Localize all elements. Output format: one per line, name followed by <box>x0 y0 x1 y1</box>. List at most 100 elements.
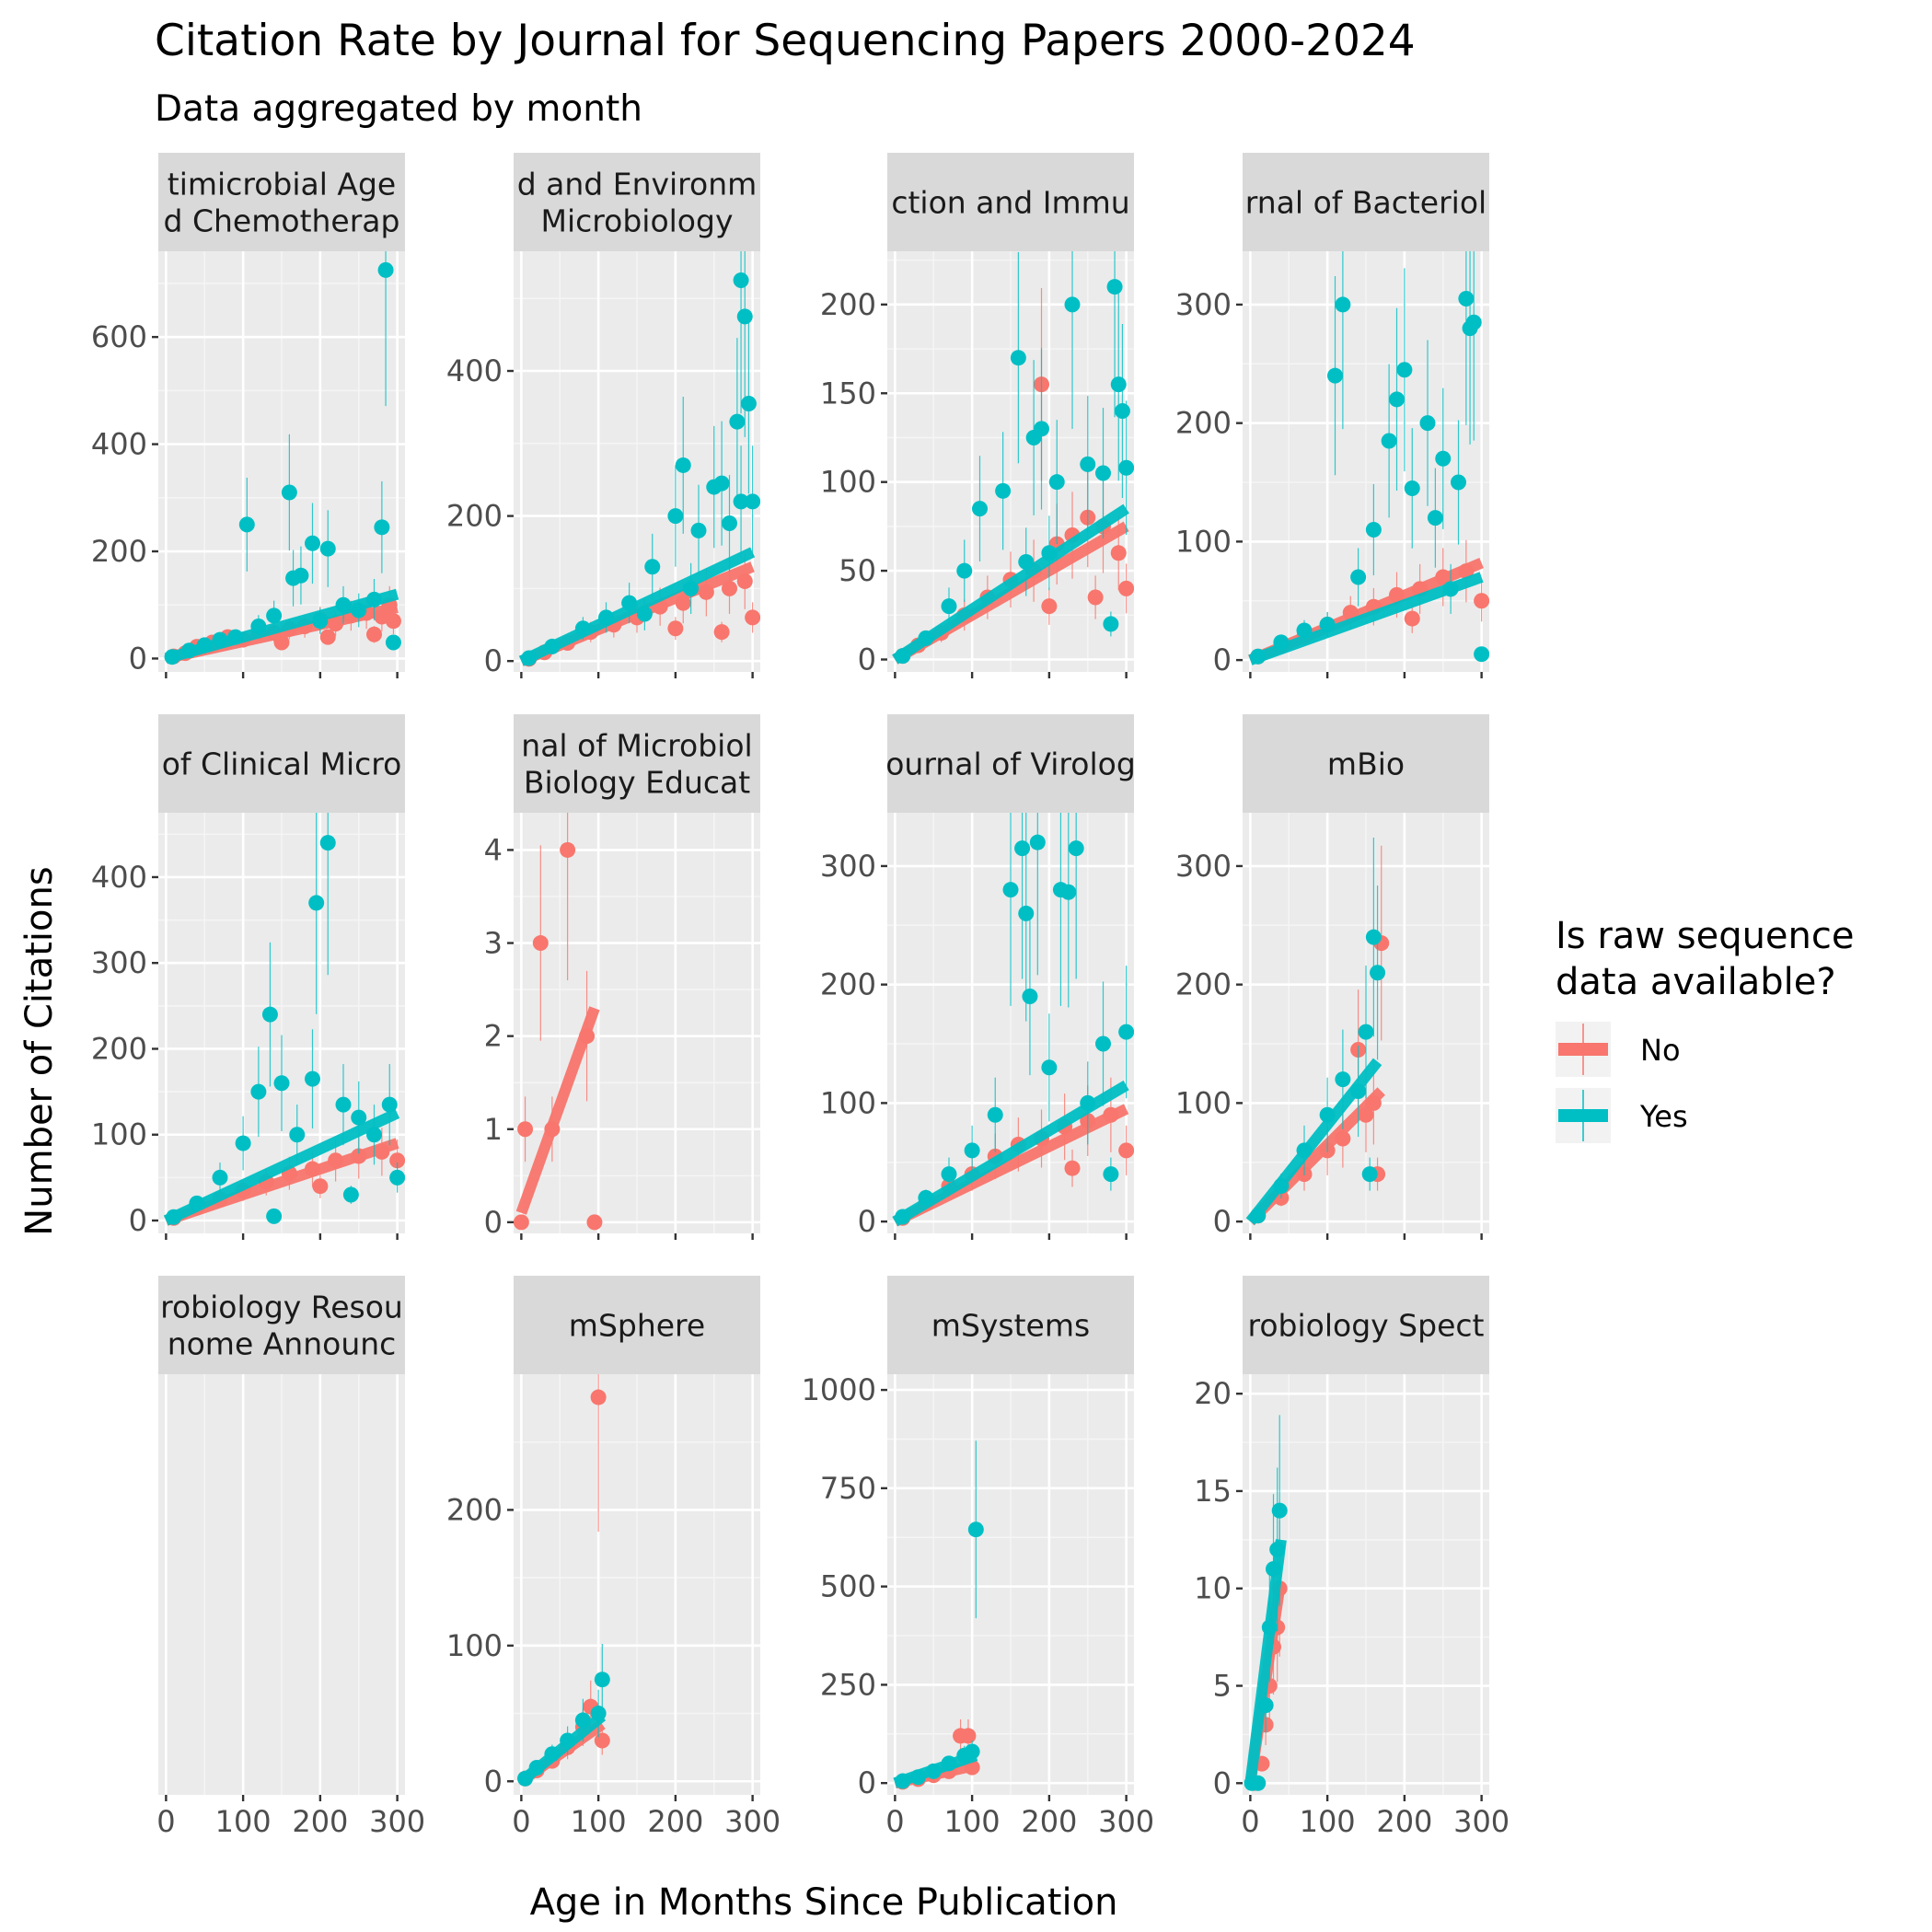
point-6-no-2 <box>517 1121 534 1138</box>
point-3-yes-19 <box>1041 545 1058 561</box>
y-tick-label-10-1: 0 <box>484 1764 503 1799</box>
point-5-no-7 <box>305 1161 320 1177</box>
point-2-no-11 <box>736 573 753 590</box>
y-tick-label-4-2: 100 <box>1175 524 1232 559</box>
point-1-yes-1 <box>164 649 180 665</box>
point-4-yes-14 <box>1435 450 1452 467</box>
point-3-yes-15 <box>1106 279 1123 295</box>
x-tick-label-9-2: 100 <box>215 1804 272 1839</box>
y-tick-label-3-3: 100 <box>820 465 876 500</box>
point-3-yes-4 <box>956 562 973 579</box>
point-12-yes-3 <box>1257 1697 1274 1714</box>
point-3-no-13 <box>1110 545 1127 561</box>
point-1-yes-13 <box>319 540 336 557</box>
trend-line-3-yes <box>892 503 1129 665</box>
point-2-yes-13 <box>729 413 746 430</box>
facet-panel-7: ournal of Virolog 0 100 200 300 <box>820 714 1134 1240</box>
point-2-yes-3 <box>574 620 591 637</box>
x-tick-label-9-1: 0 <box>156 1804 175 1839</box>
point-5-yes-10 <box>308 895 325 911</box>
point-6-no-6 <box>579 1028 596 1045</box>
point-8-yes-10 <box>1361 1166 1378 1183</box>
y-tick-label-2-1: 0 <box>484 643 503 678</box>
point-2-yes-9 <box>690 522 707 538</box>
y-tick-label-5-5: 400 <box>91 860 147 895</box>
point-2-yes-2 <box>544 638 561 654</box>
point-12-yes-7 <box>1271 1502 1288 1519</box>
point-3-yes-13 <box>1095 465 1111 481</box>
point-4-yes-8 <box>1365 522 1382 538</box>
point-10-yes-6 <box>590 1706 607 1722</box>
y-tick-label-8-2: 100 <box>1175 1085 1232 1120</box>
point-1-no-16 <box>385 613 401 630</box>
point-5-yes-17 <box>266 1208 283 1224</box>
point-7-yes-15 <box>1080 1094 1096 1111</box>
point-5-no-11 <box>389 1152 405 1169</box>
point-7-yes-2 <box>918 1189 934 1206</box>
point-5-no-10 <box>374 1143 390 1160</box>
point-1-yes-16 <box>366 591 382 607</box>
point-2-yes-20 <box>636 606 653 622</box>
point-3-no-15 <box>1041 598 1058 615</box>
facet-strip-label-1-2: d Chemotherap <box>164 203 400 239</box>
chart-title: Citation Rate by Journal for Sequencing … <box>155 16 1416 66</box>
point-1-yes-14 <box>335 596 352 613</box>
point-1-yes-6 <box>238 516 255 533</box>
point-11-yes-1 <box>895 1773 911 1789</box>
point-2-no-14 <box>713 624 730 641</box>
point-4-yes-21 <box>1442 581 1459 597</box>
point-10-yes-1 <box>517 1770 534 1787</box>
chart-subtitle: Data aggregated by month <box>155 88 642 130</box>
point-3-yes-20 <box>1018 553 1035 570</box>
point-2-yes-16 <box>740 395 757 411</box>
point-7-yes-14 <box>1068 840 1084 857</box>
point-5-yes-16 <box>389 1169 405 1186</box>
point-2-yes-15 <box>736 308 753 325</box>
point-11-yes-3 <box>925 1763 942 1779</box>
point-7-yes-1 <box>895 1209 911 1225</box>
point-10-yes-2 <box>528 1760 545 1776</box>
point-4-yes-2 <box>1273 634 1290 651</box>
facet-strip-11 <box>887 1276 1134 1374</box>
y-tick-label-1-2: 200 <box>91 534 147 569</box>
point-3-yes-7 <box>1010 350 1026 366</box>
point-2-no-9 <box>698 584 714 600</box>
facet-strip-label-1-1: timicrobial Age <box>168 167 396 202</box>
point-5-yes-13 <box>351 1109 367 1126</box>
point-2-no-13 <box>667 620 684 637</box>
legend-label-yes: Yes <box>1639 1099 1688 1134</box>
y-tick-label-8-4: 300 <box>1175 849 1232 884</box>
legend-title-line-2: data available? <box>1556 961 1836 1003</box>
facet-strip-4 <box>1243 153 1489 251</box>
point-3-yes-14 <box>1103 616 1119 632</box>
point-1-yes-4 <box>212 631 228 648</box>
facet-strip-label-6-2: Biology Educat <box>524 765 750 801</box>
x-axis-label: Age in Months Since Publication <box>530 1881 1118 1924</box>
y-tick-label-11-1: 0 <box>858 1765 876 1800</box>
point-4-no-5 <box>1342 605 1359 621</box>
point-7-yes-11 <box>1041 1059 1058 1076</box>
point-4-yes-11 <box>1396 362 1413 378</box>
y-tick-label-1-1: 0 <box>129 641 147 676</box>
y-tick-label-12-2: 5 <box>1213 1669 1232 1704</box>
legend: Is raw sequence data available? No Yes <box>1556 915 1855 1143</box>
y-tick-label-11-3: 500 <box>820 1569 876 1604</box>
y-tick-label-3-5: 200 <box>820 287 876 322</box>
point-2-yes-19 <box>683 580 700 596</box>
point-3-yes-5 <box>972 501 988 517</box>
point-2-yes-4 <box>598 609 614 626</box>
y-tick-label-3-1: 0 <box>858 642 876 677</box>
y-tick-label-11-4: 750 <box>820 1471 876 1506</box>
point-4-yes-7 <box>1350 569 1367 585</box>
x-tick-label-9-3: 200 <box>292 1804 348 1839</box>
point-3-yes-11 <box>1064 296 1081 313</box>
point-8-yes-2 <box>1273 1178 1290 1195</box>
x-tick-label-10-2: 100 <box>571 1804 627 1839</box>
y-tick-label-8-3: 200 <box>1175 967 1232 1002</box>
point-10-yes-5 <box>574 1712 591 1729</box>
y-tick-label-12-5: 20 <box>1194 1376 1232 1411</box>
point-12-yes-5 <box>1266 1561 1281 1578</box>
facet-strip-3 <box>887 153 1134 251</box>
